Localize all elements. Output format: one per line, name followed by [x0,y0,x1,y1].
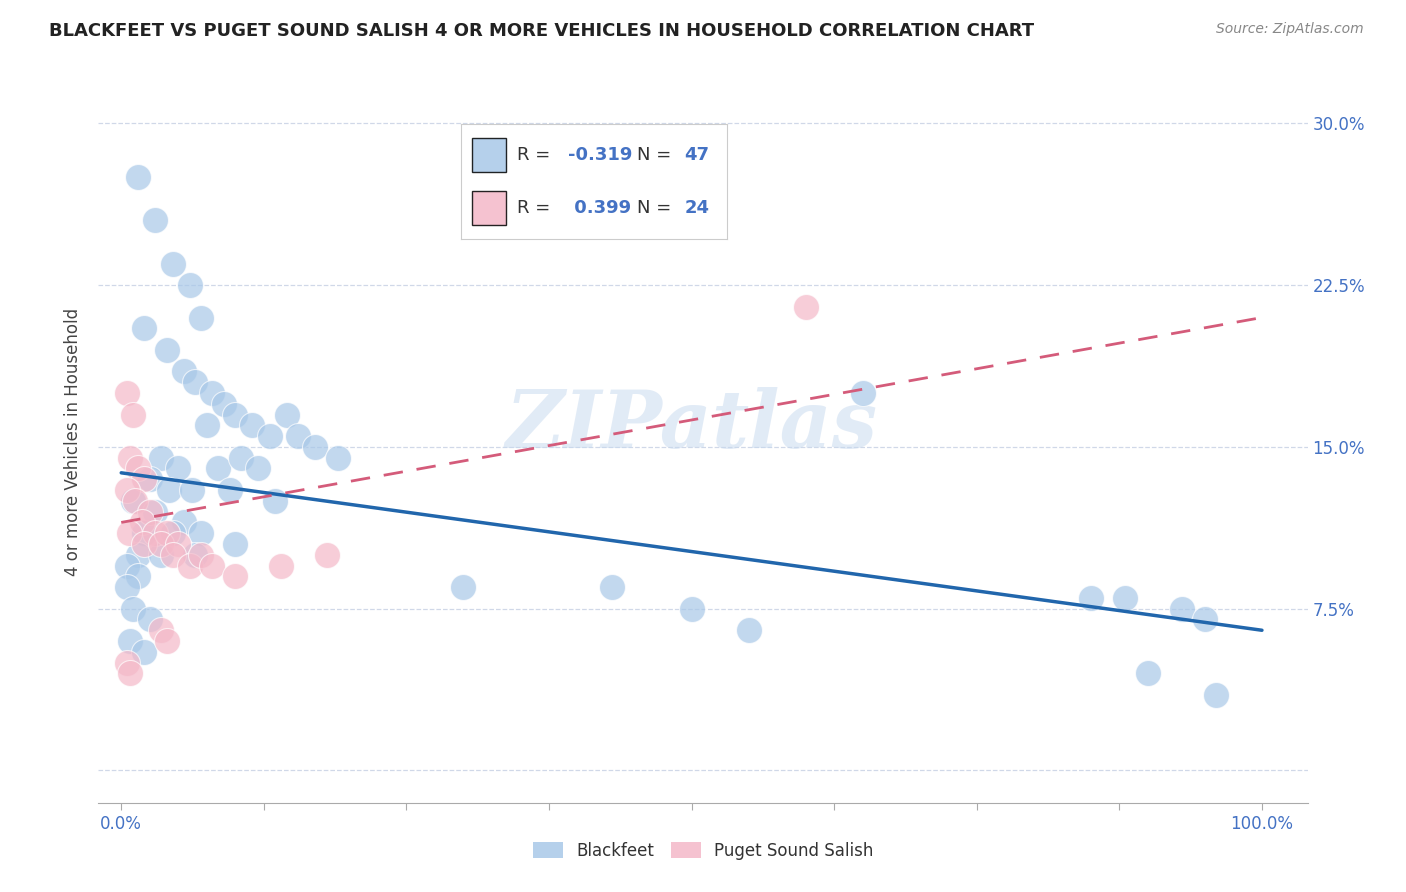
Point [326,450,349,465]
Text: Source: ZipAtlas.com: Source: ZipAtlas.com [1216,22,1364,37]
Point [179,558,201,573]
Point [139,505,162,519]
Point [1171,601,1194,615]
Point [157,483,180,497]
Y-axis label: 4 or more Vehicles in Household: 4 or more Vehicles in Household [63,308,82,575]
Point [224,408,246,422]
Point [118,526,141,541]
Point [150,624,173,638]
Point [173,364,195,378]
Point [600,580,623,594]
Point [247,461,270,475]
Point [115,656,138,670]
Point [190,526,212,541]
Point [150,537,173,551]
Point [259,429,281,443]
Point [127,548,149,562]
Point [184,376,207,390]
Point [276,408,298,422]
Point [1194,612,1216,626]
Point [115,580,138,594]
Point [132,537,155,551]
Point [124,493,146,508]
Point [242,418,264,433]
Point [190,310,212,325]
Point [315,548,337,562]
Point [127,461,149,475]
Point [264,493,287,508]
Point [167,537,190,551]
Point [150,450,173,465]
Point [121,408,143,422]
Point [132,645,155,659]
Point [207,461,229,475]
Point [139,612,162,626]
Point [181,483,204,497]
Point [195,418,218,433]
Point [162,548,184,562]
Point [132,526,155,541]
Point [127,569,149,583]
Point [681,601,703,615]
Point [145,526,167,541]
Point [132,321,155,335]
Point [132,472,155,486]
Point [162,526,184,541]
Point [1205,688,1227,702]
Point [139,472,162,486]
Point [224,569,246,583]
Point [120,666,142,681]
Point [287,429,309,443]
Point [127,170,149,185]
Point [156,634,179,648]
Point [145,505,167,519]
Point [794,300,817,314]
Text: BLACKFEET VS PUGET SOUND SALISH 4 OR MORE VEHICLES IN HOUSEHOLD CORRELATION CHAR: BLACKFEET VS PUGET SOUND SALISH 4 OR MOR… [49,22,1035,40]
Point [190,548,212,562]
Point [156,526,179,541]
Point [737,624,759,638]
Point [173,516,195,530]
Point [150,548,173,562]
Point [131,516,153,530]
Legend: Blackfeet, Puget Sound Salish: Blackfeet, Puget Sound Salish [526,836,880,867]
Point [852,386,875,401]
Point [212,397,235,411]
Point [1136,666,1159,681]
Point [145,213,167,227]
Point [304,440,326,454]
Point [115,386,138,401]
Point [201,386,224,401]
Point [218,483,240,497]
Point [120,634,142,648]
Point [229,450,252,465]
Point [167,461,190,475]
Point [179,278,201,293]
Point [115,558,138,573]
Text: ZIPatlas: ZIPatlas [506,386,877,464]
Point [115,483,138,497]
Point [453,580,475,594]
Point [270,558,292,573]
Point [156,343,179,357]
Point [224,537,246,551]
Point [162,257,184,271]
Point [184,548,207,562]
Point [121,493,143,508]
Point [1114,591,1136,605]
Point [121,601,143,615]
Point [120,450,142,465]
Point [1080,591,1102,605]
Point [201,558,224,573]
